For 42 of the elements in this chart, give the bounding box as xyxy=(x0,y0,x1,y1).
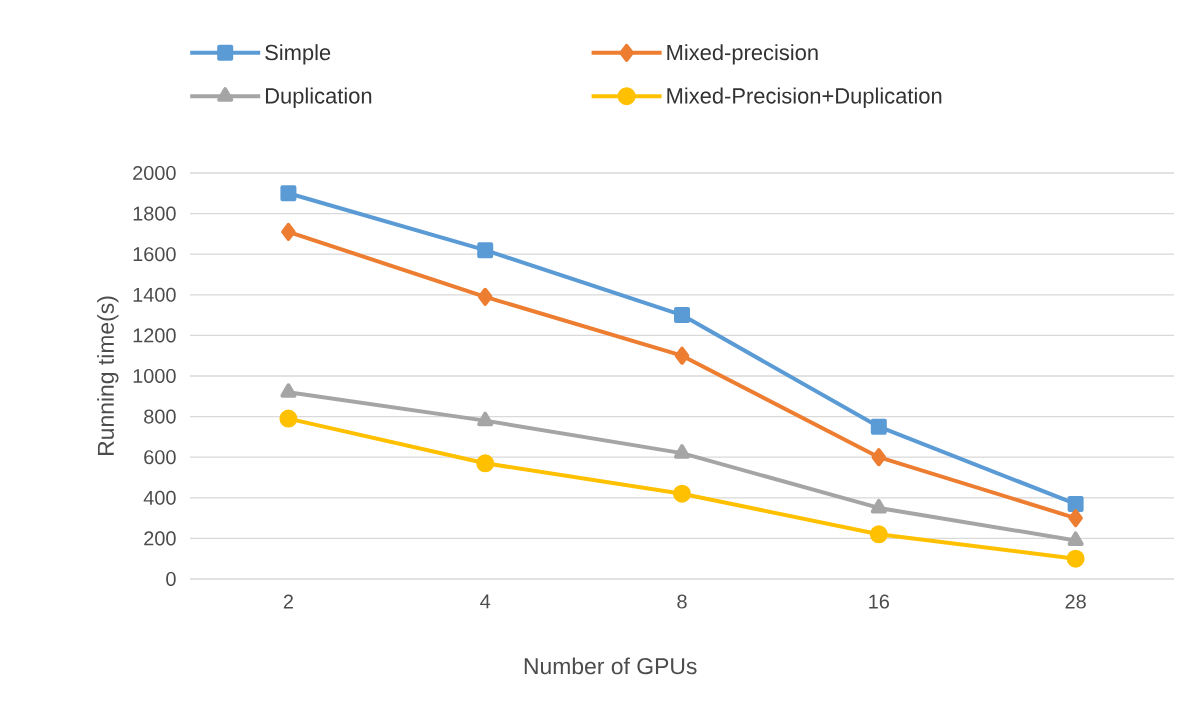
x-tick-label: 16 xyxy=(869,594,890,609)
point xyxy=(1067,495,1084,512)
y-tick-label: 600 xyxy=(144,450,176,465)
point xyxy=(870,418,887,435)
y-tick-label: 1200 xyxy=(133,328,176,343)
point xyxy=(869,525,888,544)
point xyxy=(674,346,690,365)
y-tick-label: 800 xyxy=(144,409,176,424)
point xyxy=(673,484,692,503)
x-tick-label: 2 xyxy=(283,594,293,609)
y-axis-title: Running time(s) xyxy=(97,296,119,455)
x-axis-title: Number of GPUs xyxy=(524,657,697,675)
point xyxy=(476,454,495,473)
y-tick-label: 1800 xyxy=(133,206,176,221)
point xyxy=(674,307,691,324)
point xyxy=(280,383,297,398)
legend-label: Duplication xyxy=(265,87,372,108)
x-tick-label: 4 xyxy=(480,594,491,609)
x-tick-label: 8 xyxy=(677,594,687,609)
y-tick-label: 200 xyxy=(144,531,176,546)
point xyxy=(1066,549,1085,568)
point xyxy=(1068,509,1083,528)
legend-label: Simple xyxy=(265,44,331,65)
legend-label: Mixed-precision xyxy=(667,44,818,65)
point xyxy=(870,498,887,514)
y-tick-label: 2000 xyxy=(133,165,176,181)
y-tick-label: 0 xyxy=(166,571,176,587)
y-tick-label: 400 xyxy=(143,490,176,505)
point xyxy=(871,448,887,467)
point xyxy=(477,411,494,427)
point xyxy=(281,222,296,241)
point xyxy=(477,242,494,259)
point xyxy=(280,185,297,202)
legend-label: Mixed-Precision+Duplication xyxy=(667,87,942,108)
y-tick-label: 1400 xyxy=(133,287,176,302)
point xyxy=(673,444,691,459)
point xyxy=(1067,531,1084,546)
x-tick-label: 28 xyxy=(1065,594,1086,609)
y-tick-label: 1000 xyxy=(133,368,176,384)
point xyxy=(279,409,298,428)
point xyxy=(477,287,493,306)
y-tick-label: 1600 xyxy=(133,247,176,262)
